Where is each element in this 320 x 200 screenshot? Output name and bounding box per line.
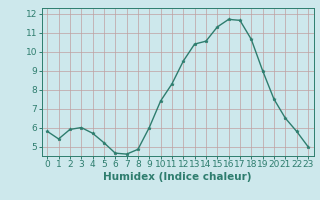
X-axis label: Humidex (Indice chaleur): Humidex (Indice chaleur) [103,172,252,182]
